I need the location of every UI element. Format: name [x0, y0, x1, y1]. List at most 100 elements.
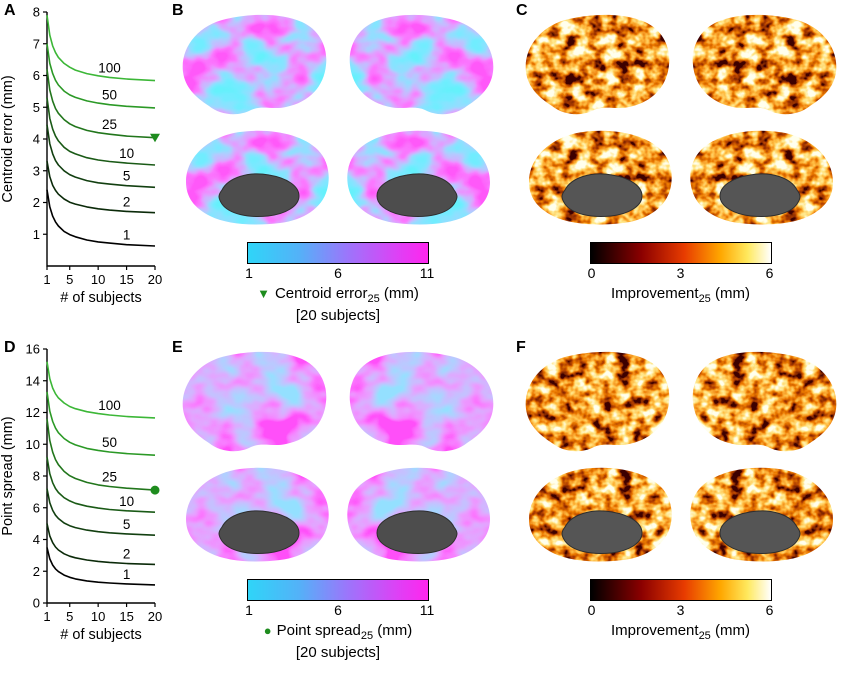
svg-text:6: 6 [33, 500, 40, 515]
svg-text:14: 14 [26, 373, 40, 388]
hot-colorbar [589, 579, 772, 601]
svg-text:1: 1 [123, 228, 131, 243]
centroid-error-caption: ▼ Centroid error25 (mm) [257, 285, 419, 305]
improvement-brain-maps-bottom [525, 351, 836, 562]
colorbar-tick-min: 1 [245, 265, 253, 281]
svg-text:5: 5 [66, 272, 73, 287]
brain-lateral-left [182, 14, 327, 115]
caption-unit: (mm) [710, 285, 750, 302]
svg-text:50: 50 [102, 88, 117, 103]
svg-text:10: 10 [91, 609, 105, 624]
svg-text:0: 0 [33, 596, 40, 611]
colorbar-tick-max: 6 [765, 265, 774, 281]
caption-subscript: 25 [367, 293, 380, 305]
svg-text:1: 1 [43, 272, 50, 287]
circle-marker-icon: ● [263, 623, 272, 638]
brain-medial-left [186, 467, 329, 562]
triangle-down-marker-icon: ▼ [257, 286, 270, 301]
colorbar-ticks: 0 3 6 [587, 601, 774, 619]
highlight-triangle-marker [150, 133, 160, 143]
svg-text:1: 1 [33, 227, 40, 242]
colorbar-tick-max: 11 [419, 602, 435, 618]
brain-medial-right [347, 467, 490, 562]
brain-lateral-right [349, 14, 494, 115]
svg-text:20: 20 [148, 609, 162, 624]
brain-medial-right [347, 130, 490, 225]
colorbar-ticks: 1 6 11 [245, 601, 434, 619]
brain-lateral-left [525, 351, 669, 452]
svg-text:5: 5 [123, 517, 131, 532]
medial-cut-region [218, 510, 300, 554]
svg-text:2: 2 [123, 194, 131, 209]
medial-cut-region [719, 173, 800, 217]
svg-text:2: 2 [33, 195, 40, 210]
colorbar-tick-mid: 6 [334, 265, 342, 281]
svg-text:15: 15 [119, 609, 133, 624]
brain-medial-left [528, 467, 672, 562]
svg-text:100: 100 [98, 60, 121, 75]
svg-text:2: 2 [33, 564, 40, 579]
panel-e: E 1 6 11 ● Point spread25 (mm) [20 subjec… [166, 337, 510, 673]
highlight-circle-marker [150, 485, 160, 495]
svg-text:8: 8 [33, 469, 40, 484]
svg-text:8: 8 [33, 5, 40, 20]
medial-cut-region [376, 173, 458, 217]
panel-a-letter: A [4, 2, 16, 19]
panel-c-letter: C [516, 2, 528, 19]
svg-text:25: 25 [102, 469, 117, 484]
svg-text:50: 50 [102, 435, 117, 450]
panel-d: D 0 2 4 6 8 10 12 14 16 1 5 10 15 20 # of subjects Poin… [0, 337, 164, 673]
point-spread-brain-maps [182, 351, 494, 562]
caption-title: Improvement [611, 285, 699, 302]
panel-d-letter: D [4, 339, 16, 356]
colorbar-tick-min: 0 [587, 602, 596, 618]
caption-subjects-note: [20 subjects] [295, 644, 381, 661]
svg-text:25: 25 [102, 117, 117, 132]
colorbar-tick-mid: 3 [676, 602, 685, 618]
caption-unit: (mm) [379, 285, 419, 302]
colorbar-tick-min: 0 [587, 265, 596, 281]
svg-text:Centroid error (mm): Centroid error (mm) [0, 75, 16, 202]
caption-unit: (mm) [710, 622, 750, 639]
colorbar-ticks: 1 6 11 [245, 264, 434, 282]
svg-text:10: 10 [119, 146, 134, 161]
brain-lateral-right [692, 14, 836, 115]
panel-a: A 1 2 3 4 5 6 7 8 1 5 10 15 20 # of subjects Centroid … [0, 0, 164, 336]
colorbar-tick-max: 6 [765, 602, 774, 618]
panel-b-letter: B [172, 2, 184, 19]
colorbar-point-spread: 1 6 11 [245, 579, 434, 619]
colorbar-ticks: 0 3 6 [587, 264, 774, 282]
caption-subjects-note: [20 subjects] [295, 307, 381, 324]
svg-text:12: 12 [26, 405, 40, 420]
panel-e-letter: E [172, 339, 183, 356]
colorbar-tick-max: 11 [419, 265, 435, 281]
caption-subscript: 25 [698, 630, 711, 642]
improvement-caption: Improvement25 (mm) [611, 622, 750, 642]
brain-lateral-left [525, 14, 669, 115]
colorbar-tick-min: 1 [245, 602, 253, 618]
caption-title: Centroid error [274, 285, 368, 302]
medial-cut-region [561, 510, 642, 554]
hot-colorbar [589, 242, 772, 264]
brain-medial-left [528, 130, 672, 225]
svg-text:10: 10 [119, 494, 134, 509]
caption-title: Improvement [611, 622, 699, 639]
brain-medial-left [186, 130, 329, 225]
improvement-caption: Improvement25 (mm) [611, 285, 750, 305]
caption-subscript: 25 [698, 293, 711, 305]
brain-medial-right [689, 130, 833, 225]
svg-text:5: 5 [123, 169, 131, 184]
panel-c: C 0 3 6 Improvement25 (mm) [510, 0, 851, 336]
centroid-error-brain-maps [182, 14, 494, 225]
svg-text:1: 1 [43, 609, 50, 624]
svg-text:100: 100 [98, 398, 121, 413]
svg-text:2: 2 [123, 546, 131, 561]
caption-unit: (mm) [373, 622, 413, 639]
svg-text:15: 15 [119, 272, 133, 287]
svg-text:10: 10 [91, 272, 105, 287]
brain-medial-right [689, 467, 833, 562]
svg-text:4: 4 [33, 532, 40, 547]
cyan-magenta-colorbar [247, 579, 429, 601]
